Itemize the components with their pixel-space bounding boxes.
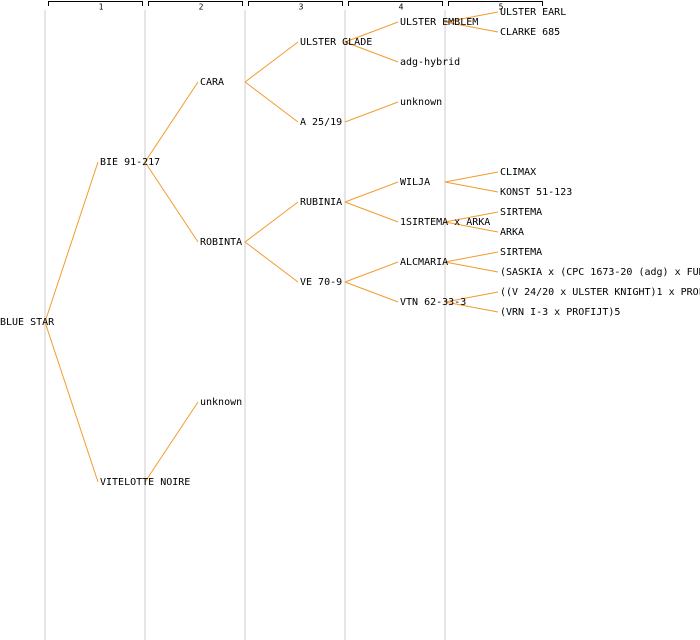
node-label: ULSTER EARL	[500, 7, 566, 18]
node-label: BIE 91-217	[100, 157, 160, 168]
node-label: RUBINIA	[300, 197, 342, 208]
node-label: ALCMARIA	[400, 257, 448, 268]
generation-label: 2	[199, 3, 204, 12]
nodes: BLUE STAR BIE 91-217 VITELOTTE NOIRE CAR…	[0, 7, 700, 488]
edge	[244, 41, 299, 123]
node-label: A 25/19	[300, 117, 342, 128]
column-separators	[44, 10, 446, 640]
node-label: VE 70-9	[300, 277, 342, 288]
edge	[444, 251, 499, 273]
edge	[344, 181, 399, 223]
node-label: (VRN I-3 x PROFIJT)5	[500, 307, 620, 318]
generation-label: 4	[399, 3, 404, 12]
edge	[444, 171, 499, 193]
edge	[344, 101, 399, 123]
node-label: unknown	[400, 97, 442, 108]
bracket	[348, 1, 443, 6]
node-label: VITELOTTE NOIRE	[100, 477, 190, 488]
generation-label: 3	[299, 3, 304, 12]
node-label: SIRTEMA	[500, 207, 542, 218]
node-label: ULSTER GLADE	[300, 37, 372, 48]
edge	[144, 81, 199, 243]
node-label: ULSTER EMBLEM	[400, 17, 478, 28]
node-label: 1SIRTEMA x ARKA	[400, 217, 490, 228]
node-label: BLUE STAR	[0, 317, 55, 328]
node-label: CLIMAX	[500, 167, 536, 178]
edge	[344, 21, 399, 63]
generation-label: 5	[499, 3, 504, 12]
node-label: VTN 62-33-3	[400, 297, 466, 308]
node-label: ((V 24/20 x ULSTER KNIGHT)1 x PROF	[500, 287, 700, 298]
node-label: (SASKIA x (CPC 1673-20 (adg) x FUR	[500, 267, 700, 278]
node-label: SIRTEMA	[500, 247, 542, 258]
node-label: KONST 51-123	[500, 187, 572, 198]
edge	[444, 11, 499, 33]
generation-headers: 1 2 3 4 5	[48, 1, 543, 12]
edge	[144, 401, 199, 483]
edge	[344, 261, 399, 303]
node-label: unknown	[200, 397, 242, 408]
node-label: adg-hybrid	[400, 57, 460, 68]
node-label: ARKA	[500, 227, 524, 238]
bracket	[248, 1, 343, 6]
edge	[44, 161, 99, 483]
generation-label: 1	[99, 3, 104, 12]
node-label: WILJA	[400, 177, 430, 188]
node-label: CLARKE 685	[500, 27, 560, 38]
edge	[444, 291, 499, 313]
bracket	[448, 1, 543, 6]
edge	[444, 211, 499, 233]
edge	[244, 201, 299, 283]
bracket	[48, 1, 143, 6]
node-label: ROBINTA	[200, 237, 242, 248]
edges	[44, 11, 499, 483]
node-label: CARA	[200, 77, 224, 88]
bracket	[148, 1, 243, 6]
